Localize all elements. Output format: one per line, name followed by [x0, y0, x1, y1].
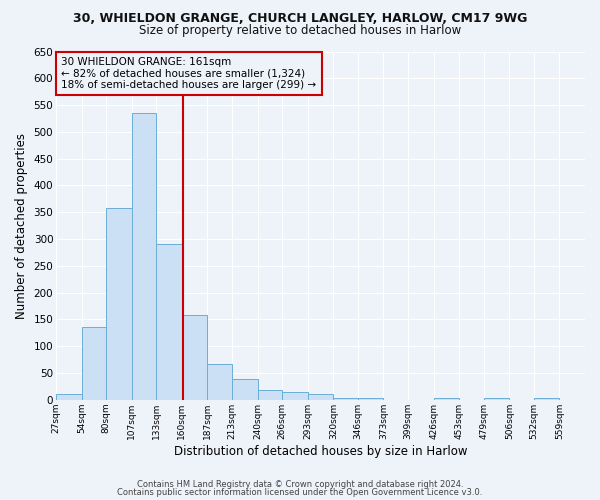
Bar: [257, 390, 282, 400]
Bar: [232, 380, 257, 400]
Y-axis label: Number of detached properties: Number of detached properties: [15, 132, 28, 318]
Bar: [208, 364, 232, 400]
Bar: [182, 315, 208, 400]
Bar: [132, 113, 157, 400]
Bar: [534, 398, 559, 400]
Bar: [82, 328, 106, 400]
Bar: [484, 398, 509, 400]
Bar: [157, 244, 182, 400]
Text: Size of property relative to detached houses in Harlow: Size of property relative to detached ho…: [139, 24, 461, 37]
Text: Contains public sector information licensed under the Open Government Licence v3: Contains public sector information licen…: [118, 488, 482, 497]
Bar: [334, 398, 358, 400]
Bar: [358, 398, 383, 400]
Bar: [282, 392, 308, 400]
Bar: [308, 394, 334, 400]
Bar: [56, 394, 82, 400]
Text: 30 WHIELDON GRANGE: 161sqm
← 82% of detached houses are smaller (1,324)
18% of s: 30 WHIELDON GRANGE: 161sqm ← 82% of deta…: [61, 56, 316, 90]
Bar: [106, 208, 132, 400]
X-axis label: Distribution of detached houses by size in Harlow: Distribution of detached houses by size …: [174, 444, 467, 458]
Text: Contains HM Land Registry data © Crown copyright and database right 2024.: Contains HM Land Registry data © Crown c…: [137, 480, 463, 489]
Bar: [434, 398, 459, 400]
Text: 30, WHIELDON GRANGE, CHURCH LANGLEY, HARLOW, CM17 9WG: 30, WHIELDON GRANGE, CHURCH LANGLEY, HAR…: [73, 12, 527, 26]
